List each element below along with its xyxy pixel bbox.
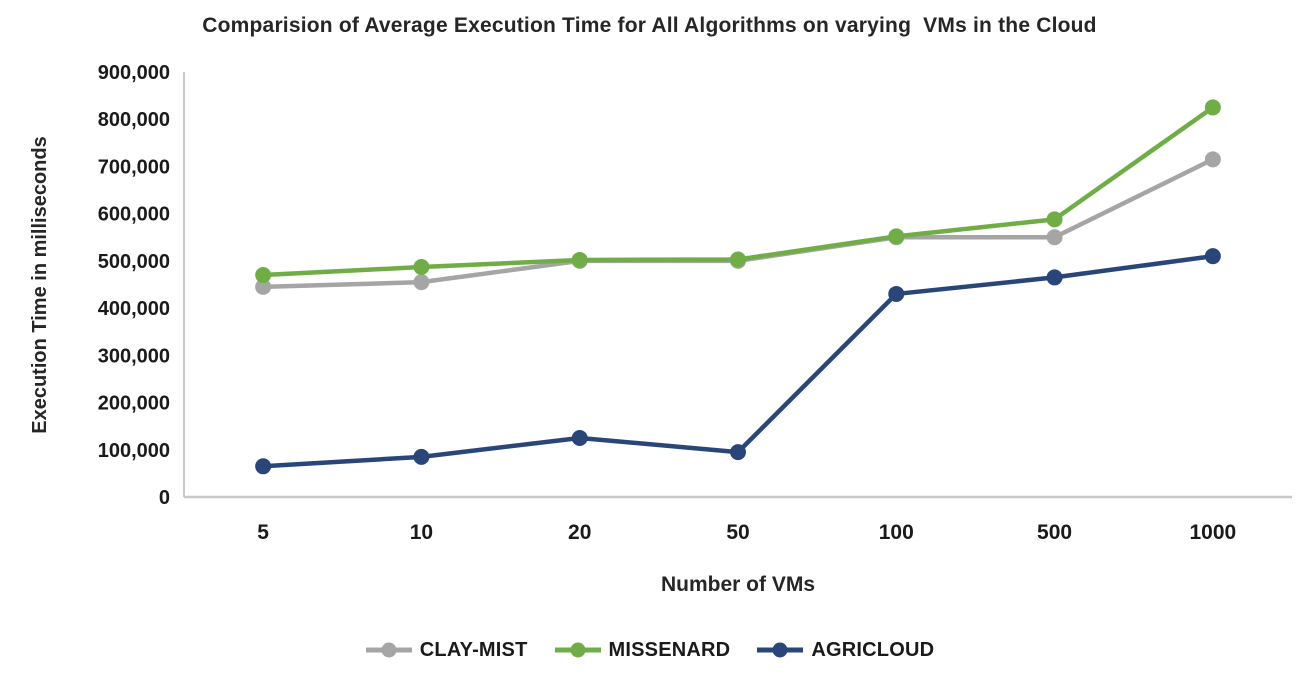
y-tick-label: 200,000 (98, 393, 170, 415)
data-point-agricloud (1204, 248, 1221, 265)
x-tick-label: 500 (1037, 521, 1072, 544)
data-point-missenard (1046, 211, 1063, 228)
x-tick-label: 100 (879, 521, 914, 544)
data-point-missenard (730, 251, 746, 268)
data-point-missenard (571, 251, 588, 268)
y-tick-label: 800,000 (98, 109, 170, 131)
data-point-missenard (413, 259, 430, 276)
series-line-agricloud (260, 253, 1216, 469)
data-point-agricloud (888, 285, 905, 302)
x-axis-title: Number of VMs (660, 573, 815, 596)
data-point-clay-mist (1046, 229, 1063, 246)
legend-marker-icon (365, 642, 412, 658)
y-tick-label: 300,000 (98, 345, 170, 367)
legend-item-clay-mist: CLAY-MIST (365, 639, 528, 662)
y-tick-label: 600,000 (98, 204, 170, 226)
data-point-agricloud (571, 429, 588, 446)
x-tick-label: 50 (726, 521, 749, 544)
x-tick-label: 1000 (1189, 521, 1236, 544)
data-point-agricloud (1046, 269, 1063, 286)
legend-label: AGRICLOUD (811, 638, 935, 661)
x-tick-label: 10 (410, 521, 433, 544)
data-point-agricloud (413, 448, 430, 465)
y-tick-label: 500,000 (98, 251, 170, 273)
data-point-agricloud (730, 444, 746, 461)
x-tick-label: 5 (257, 521, 269, 544)
y-tick-label: 100,000 (98, 440, 170, 462)
y-tick-label: 400,000 (98, 298, 170, 320)
data-point-clay-mist (1204, 151, 1221, 168)
legend: CLAY-MIST MISSENARD AGRICLOUD (0, 633, 1299, 667)
data-point-missenard (888, 228, 905, 245)
y-axis-title: Execution Time in milliseconds (29, 136, 51, 434)
data-point-clay-mist (255, 278, 272, 295)
legend-item-agricloud: AGRICLOUD (756, 639, 934, 662)
legend-marker-icon (757, 642, 804, 658)
y-tick-label: 700,000 (98, 156, 170, 178)
y-tick-label: 0 (159, 487, 170, 509)
series-line-missenard (260, 105, 1216, 278)
data-point-missenard (1204, 99, 1221, 116)
data-point-agricloud (255, 458, 272, 475)
plot-area: 0 100,000 200,000 300,000 400,000 500,000 600,… (98, 62, 1292, 544)
x-tick-label: 20 (568, 521, 591, 544)
y-tick-label: 900,000 (98, 62, 170, 84)
data-point-clay-mist (413, 274, 430, 291)
legend-item-missenard: MISSENARD (554, 639, 731, 662)
legend-label: MISSENARD (608, 638, 731, 661)
legend-marker-icon (554, 642, 601, 658)
data-point-missenard (255, 267, 272, 284)
legend-label: CLAY-MIST (419, 638, 528, 661)
chart-title: Comparision of Average Execution Time fo… (202, 14, 1097, 37)
